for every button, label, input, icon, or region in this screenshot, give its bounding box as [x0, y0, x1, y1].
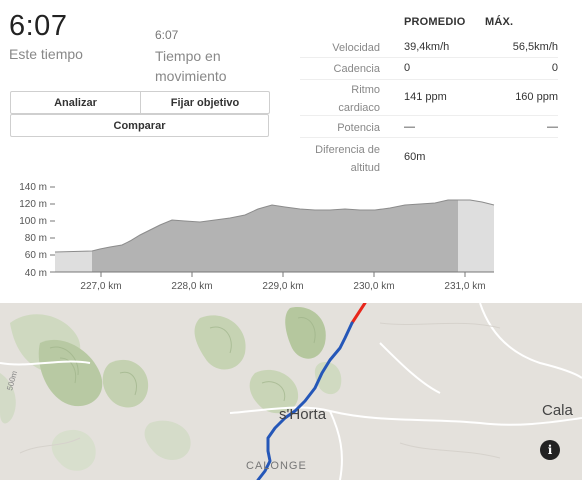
map-label-road: 500m — [5, 370, 19, 392]
stat-label: Ritmo cardiaco — [338, 84, 380, 114]
stat-average: — — [404, 121, 415, 133]
elapsed-time: 6:07 — [9, 10, 68, 42]
elevation-chart[interactable]: 140 m 120 m 100 m 80 m 60 m 40 m 227,0 k… — [0, 178, 582, 296]
info-icon[interactable]: i — [540, 440, 560, 460]
terrain-hills — [0, 307, 342, 471]
y-axis-labels: 140 m 120 m 100 m 80 m 60 m 40 m — [19, 182, 47, 279]
stats-row-cadence: Cadencia 0 0 — [300, 58, 558, 80]
elevation-area-unselected-start — [55, 251, 92, 272]
stat-max: 0 — [551, 62, 558, 74]
stat-average: 0 — [404, 62, 411, 74]
minor-roads — [19, 322, 501, 459]
y-tick-label: 140 m — [19, 182, 47, 193]
stat-label: Velocidad — [332, 42, 380, 54]
stat-average: 60m — [404, 151, 426, 163]
stat-max: 56,5km/h — [512, 41, 558, 53]
stats-row-power: Potencia — — — [300, 116, 558, 138]
terrain-contours — [49, 317, 316, 402]
x-axis-labels: 227,0 km 228,0 km 229,0 km 230,0 km 231,… — [80, 281, 485, 292]
route-line — [256, 321, 354, 480]
y-tick-label: 80 m — [25, 233, 47, 244]
stat-max: 160 ppm — [515, 91, 558, 103]
stat-label: Diferencia de altitud — [315, 144, 380, 174]
map-canvas[interactable]: s'Horta CALONGE Cala 500m — [0, 303, 582, 480]
x-tick-label: 231,0 km — [444, 281, 485, 292]
stats-row-speed: Velocidad 39,4km/h 56,5km/h — [300, 36, 558, 58]
stats-header-average: PROMEDIO — [404, 16, 466, 28]
moving-time: 6:07 — [155, 28, 179, 42]
stat-max: — — [547, 121, 558, 133]
stats-row-elevation-gain: Diferencia de altitud 60m — [300, 138, 558, 176]
x-tick-marks — [100, 272, 466, 277]
x-tick-label: 227,0 km — [80, 281, 121, 292]
y-tick-marks — [50, 186, 55, 273]
map-label-east-town: Cala — [542, 402, 574, 419]
map-label-town: s'Horta — [279, 406, 327, 423]
route-start-segment — [350, 303, 367, 325]
y-tick-label: 60 m — [25, 250, 47, 261]
elevation-area-unselected-end — [458, 200, 494, 272]
y-tick-label: 120 m — [19, 199, 47, 210]
map-label-village: CALONGE — [246, 460, 307, 472]
elapsed-time-label: Este tiempo — [9, 46, 83, 62]
stat-average: 39,4km/h — [404, 41, 450, 53]
y-tick-label: 100 m — [19, 216, 47, 227]
stats-row-heart-rate: Ritmo cardiaco 141 ppm 160 ppm — [300, 80, 558, 116]
elevation-area-selected — [92, 200, 458, 272]
stat-label: Potencia — [337, 122, 380, 134]
stats-header-max: MÁX. — [485, 16, 514, 28]
route-map[interactable]: s'Horta CALONGE Cala 500m — [0, 303, 582, 480]
x-tick-label: 230,0 km — [353, 281, 394, 292]
stat-label: Cadencia — [333, 63, 380, 75]
compare-button[interactable]: Comparar — [10, 114, 269, 137]
moving-time-label: Tiempo en movimiento — [155, 48, 227, 84]
x-tick-label: 228,0 km — [171, 281, 212, 292]
analyze-button[interactable]: Analizar — [10, 91, 141, 114]
y-tick-label: 40 m — [25, 268, 47, 279]
set-goal-button[interactable]: Fijar objetivo — [140, 91, 270, 114]
roads — [0, 303, 582, 480]
stat-average: 141 ppm — [404, 91, 447, 103]
x-tick-label: 229,0 km — [262, 281, 303, 292]
elevation-profile-line — [54, 199, 495, 253]
